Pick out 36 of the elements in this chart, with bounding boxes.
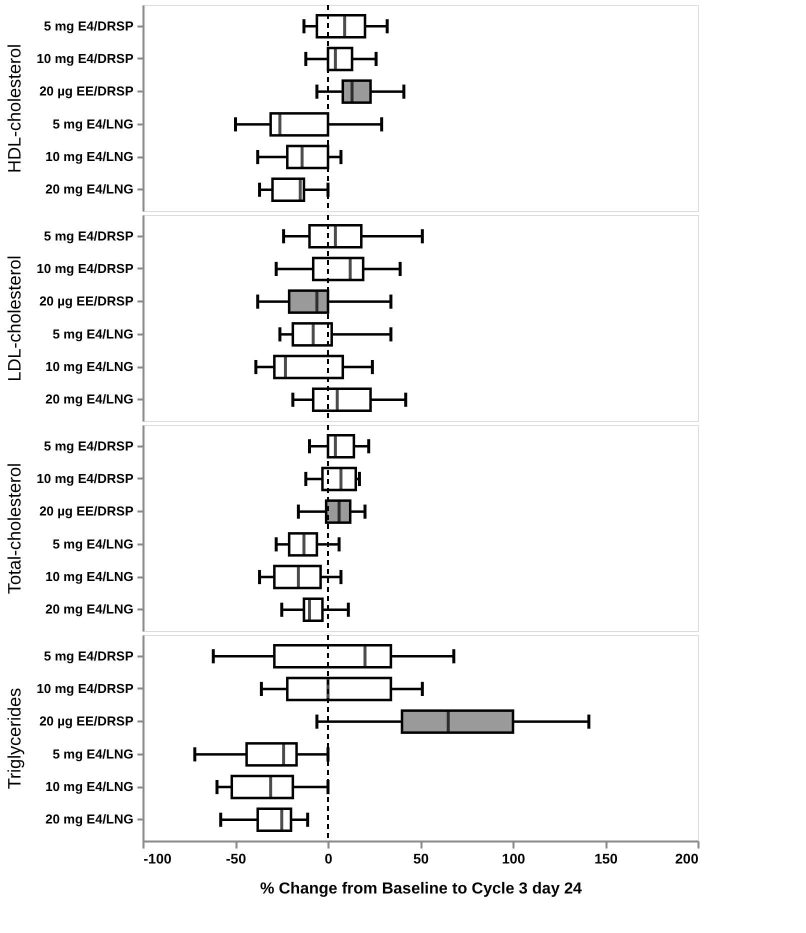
x-tick-label: 150 (594, 850, 618, 866)
x-tick-label: -50 (226, 850, 246, 866)
x-tick-label: 100 (502, 850, 526, 866)
y-tick-label: 10 mg E4/LNG (45, 359, 134, 374)
y-tick-label: 5 mg E4/LNG (52, 536, 134, 552)
y-tick-label: 20 µg EE/DRSP (39, 294, 134, 309)
y-tick-label: 5 mg E4/DRSP (44, 648, 134, 664)
y-tick-label: 10 mg E4/DRSP (36, 470, 134, 486)
y-tick-label: 5 mg E4/LNG (52, 116, 134, 132)
y-axis-title: LDL-cholesterol (4, 255, 25, 382)
y-axis-title: Total-cholesterol (4, 462, 25, 594)
y-tick-label: 5 mg E4/LNG (52, 746, 134, 762)
x-axis-title: % Change from Baseline to Cycle 3 day 24 (260, 880, 582, 898)
y-axis-title: HDL-cholesterol (4, 44, 25, 174)
x-tick-label: -100 (144, 850, 172, 866)
x-tick-label: 0 (324, 850, 333, 866)
y-tick-label: 5 mg E4/DRSP (44, 18, 134, 34)
y-tick-label: 10 mg E4/LNG (45, 569, 134, 584)
y-tick-label: 20 mg E4/LNG (45, 392, 134, 407)
y-tick-label: 20 mg E4/LNG (45, 182, 134, 197)
y-tick-label: 20 mg E4/LNG (45, 812, 134, 827)
y-tick-label: 20 µg EE/DRSP (39, 714, 134, 729)
y-tick-label: 5 mg E4/DRSP (44, 438, 134, 454)
y-tick-label: 10 mg E4/DRSP (36, 50, 134, 66)
y-tick-label: 20 µg EE/DRSP (39, 84, 134, 99)
x-tick-label: 200 (675, 850, 699, 866)
y-axis-title: Triglycerides (4, 688, 25, 790)
y-tick-label: 10 mg E4/DRSP (36, 260, 134, 276)
x-tick-label: 50 (413, 850, 429, 866)
y-tick-label: 10 mg E4/DRSP (36, 680, 134, 696)
y-tick-label: 10 mg E4/LNG (45, 779, 134, 794)
y-tick-label: 20 µg EE/DRSP (39, 504, 134, 519)
y-tick-label: 5 mg E4/LNG (52, 326, 134, 342)
y-tick-label: 10 mg E4/LNG (45, 149, 134, 164)
y-tick-label: 20 mg E4/LNG (45, 602, 134, 617)
y-tick-label: 5 mg E4/DRSP (44, 228, 134, 244)
